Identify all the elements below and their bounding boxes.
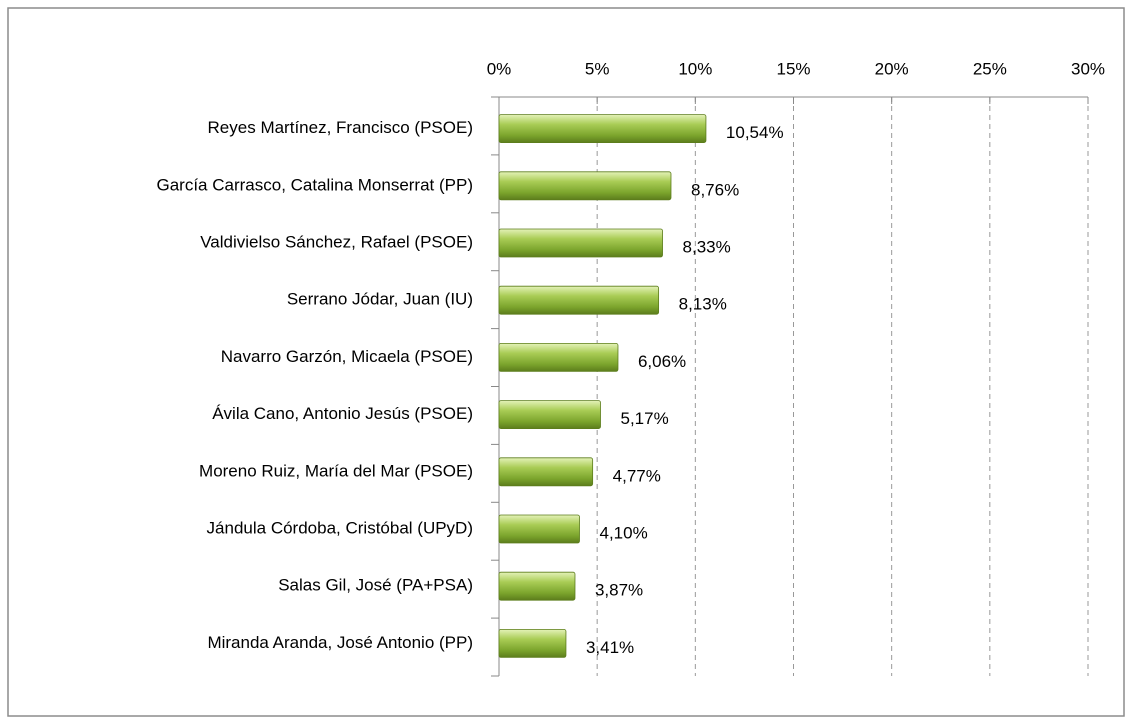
data-label: 8,13% (679, 295, 727, 314)
y-tick-label: Valdivielso Sánchez, Rafael (PSOE) (200, 232, 473, 251)
data-label: 5,17% (621, 409, 669, 428)
bar (498, 285, 660, 315)
data-label: 6,06% (638, 352, 686, 371)
x-tick-label: 25% (973, 59, 1007, 78)
bar (498, 342, 619, 372)
data-label: 10,54% (726, 123, 784, 142)
x-tick-label: 30% (1071, 59, 1105, 78)
x-tick-label: 20% (875, 59, 909, 78)
data-label: 3,41% (586, 638, 634, 657)
y-tick-label: Serrano Jódar, Juan (IU) (287, 290, 473, 309)
data-label: 3,87% (595, 581, 643, 600)
x-tick-label: 15% (776, 59, 810, 78)
bar (498, 629, 567, 658)
y-tick-label: Miranda Aranda, José Antonio (PP) (207, 633, 473, 652)
y-tick-label: Ávila Cano, Antonio Jesús (PSOE) (212, 404, 473, 423)
y-tick-label: García Carrasco, Catalina Monserrat (PP) (157, 175, 474, 194)
bar (498, 400, 601, 430)
bar (498, 114, 707, 143)
y-tick-label: Jándula Córdoba, Cristóbal (UPyD) (207, 518, 473, 537)
y-tick-label: Moreno Ruiz, María del Mar (PSOE) (199, 461, 473, 480)
bar (498, 171, 672, 201)
y-tick-label: Reyes Martínez, Francisco (PSOE) (208, 118, 473, 137)
y-tick-label: Salas Gil, José (PA+PSA) (278, 576, 473, 595)
bar (498, 514, 580, 544)
x-tick-label: 10% (678, 59, 712, 78)
y-tick-label: Navarro Garzón, Micaela (PSOE) (221, 347, 473, 366)
x-tick-label: 5% (585, 59, 610, 78)
data-label: 4,10% (599, 523, 647, 542)
data-label: 8,76% (691, 180, 739, 199)
bar (498, 228, 663, 258)
data-label: 4,77% (613, 466, 661, 485)
data-label: 8,33% (683, 237, 731, 256)
bar (498, 457, 594, 487)
x-tick-label: 0% (487, 59, 512, 78)
bar (498, 571, 576, 601)
